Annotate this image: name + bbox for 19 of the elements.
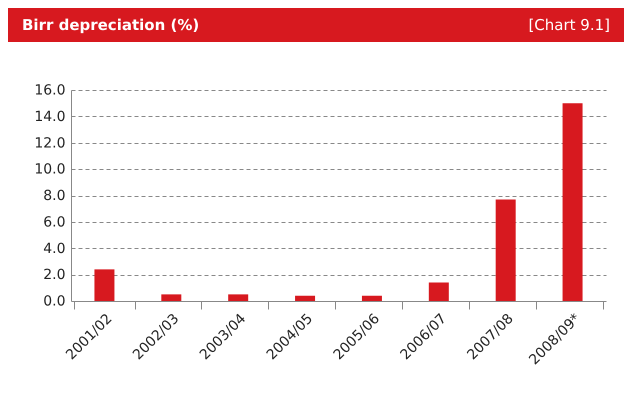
y-tick-label: 2.0 bbox=[43, 267, 66, 284]
y-tick-label: 12.0 bbox=[34, 135, 66, 152]
y-tick-label: 14.0 bbox=[34, 108, 66, 125]
bar bbox=[295, 296, 316, 301]
chart-title: Birr depreciation (%) bbox=[22, 16, 200, 34]
bar bbox=[428, 282, 449, 301]
bar bbox=[362, 296, 382, 301]
y-tick-label: 0.0 bbox=[43, 294, 66, 310]
y-tick-label: 4.0 bbox=[43, 240, 66, 257]
bar bbox=[496, 199, 516, 301]
y-tick-label: 8.0 bbox=[43, 188, 66, 204]
bar bbox=[562, 103, 583, 301]
y-tick-label: 10.0 bbox=[34, 162, 66, 178]
text: [Chart 9.1] bbox=[528, 16, 610, 34]
bar bbox=[161, 294, 182, 301]
y-tick-label: 16.0 bbox=[34, 82, 66, 98]
bar bbox=[94, 269, 114, 301]
y-tick-label: 6.0 bbox=[43, 214, 66, 230]
bar bbox=[228, 294, 248, 301]
